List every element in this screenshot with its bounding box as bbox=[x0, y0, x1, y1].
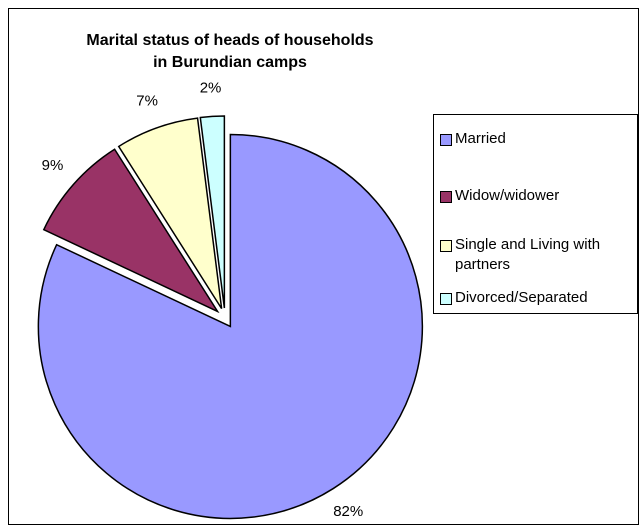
legend-swatch bbox=[440, 293, 452, 305]
legend-entry: Divorced/Separated bbox=[440, 288, 630, 308]
pie-slice bbox=[37, 133, 424, 520]
legend-label: Divorced/Separated bbox=[455, 289, 588, 306]
legend-entry: Widow/widower bbox=[440, 186, 630, 206]
data-label: 7% bbox=[136, 93, 158, 110]
legend: Married Widow/widower Single and Living wi… bbox=[433, 114, 638, 314]
legend-entry: Single and Living with partners bbox=[440, 235, 630, 275]
legend-label: Married bbox=[455, 130, 506, 147]
legend-swatch bbox=[440, 240, 452, 252]
data-label: 82% bbox=[333, 503, 363, 520]
legend-label: Single and Living with partners bbox=[455, 236, 601, 273]
pie-slice bbox=[42, 148, 220, 314]
data-label: 9% bbox=[42, 157, 64, 174]
pie-slice bbox=[199, 115, 226, 309]
legend-swatch bbox=[440, 191, 452, 203]
chart-title: Marital status of heads of households in… bbox=[86, 32, 374, 71]
legend-entry: Married bbox=[440, 129, 630, 149]
legend-label: Widow/widower bbox=[455, 187, 560, 204]
pie-slice bbox=[117, 117, 223, 309]
data-label: 2% bbox=[200, 79, 222, 96]
legend-swatch bbox=[440, 134, 452, 146]
